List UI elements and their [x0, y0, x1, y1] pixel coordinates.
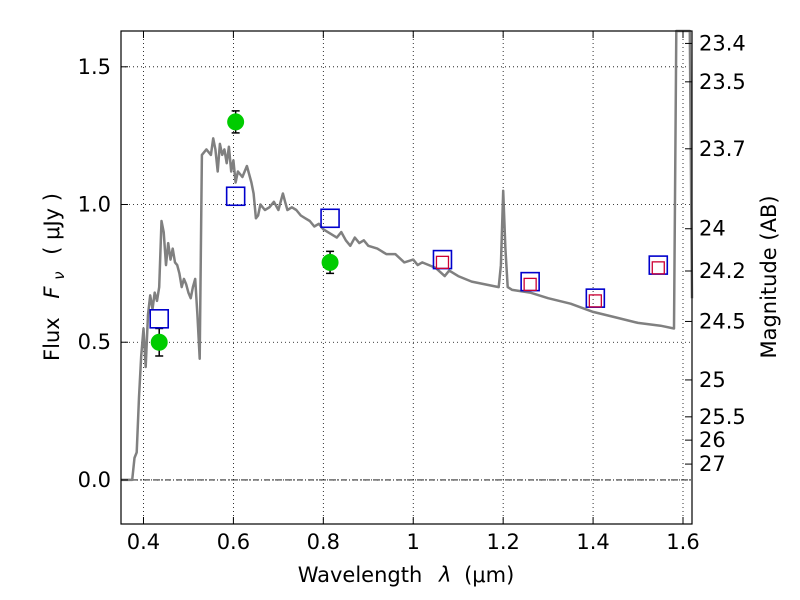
- y-axis-label-unit: ( μJy ): [40, 193, 64, 255]
- x-axis-label-unit: (μm): [464, 563, 514, 587]
- model-flux-small-square: [651, 261, 665, 275]
- x-axis-label-prefix: Wavelength: [298, 563, 423, 587]
- magnitude-tick-label: 23.7: [699, 137, 746, 161]
- photometry-points: [149, 110, 669, 357]
- model-flux-small-square: [435, 255, 450, 270]
- model-spectrum: [121, 29, 694, 482]
- x-tick-label: 1.6: [666, 530, 699, 554]
- model-flux-square: [149, 309, 170, 329]
- magnitude-tick-label: 27: [699, 452, 726, 476]
- y-tick-label: 0.0: [78, 468, 111, 492]
- y-axis-label-prefix: Flux: [40, 317, 64, 361]
- observed-flux-point: [321, 253, 339, 271]
- y-tick-label: 1.5: [78, 55, 111, 79]
- y-tick-label: 1.0: [78, 193, 111, 217]
- model-flux-square: [225, 186, 246, 207]
- magnitude-tick-label: 23.5: [699, 70, 746, 94]
- x-axis-label-symbol: λ: [438, 563, 451, 587]
- y-tick-label: 0.5: [78, 330, 111, 354]
- x-tick-label: 0.6: [217, 530, 250, 554]
- magnitude-tick-label: 25.5: [699, 405, 746, 429]
- model-flux-small-square: [523, 277, 537, 292]
- plot-frame: [120, 30, 693, 525]
- x-tick-label: 0.4: [127, 530, 160, 554]
- plot-background: [121, 31, 692, 524]
- y-axis-label-subscript: ν: [50, 271, 68, 279]
- magnitude-tick-label: 24.5: [699, 309, 746, 333]
- y-axis-label: Flux F ν ( μJy ): [40, 193, 69, 361]
- model-flux-small-square: [588, 294, 602, 308]
- y-axis-label-symbol: F: [40, 286, 64, 299]
- x-tick-label: 1.4: [576, 530, 609, 554]
- y-axis-ticks: 0.0 0.5 1.0 1.5: [78, 55, 128, 492]
- model-flux-square: [320, 208, 340, 229]
- magnitude-tick-label: 24: [699, 217, 726, 241]
- x-tick-label: 1: [407, 530, 420, 554]
- magnitude-tick-label: 26: [699, 428, 726, 452]
- observed-flux-point: [150, 333, 168, 351]
- x-axis-ticks: 0.4 0.6 0.8 1 1.2 1.4 1.6: [127, 31, 700, 554]
- magnitude-tick-label: 23.4: [699, 31, 746, 55]
- magnitude-tick-label: 24.2: [699, 259, 746, 283]
- x-tick-label: 1.2: [486, 530, 519, 554]
- observed-flux-point: [227, 113, 245, 131]
- magnitude-tick-label: 25: [699, 368, 726, 392]
- x-tick-label: 0.8: [307, 530, 340, 554]
- x-axis-label: Wavelength λ (μm): [298, 563, 515, 587]
- spectrum-line: [121, 29, 694, 482]
- magnitude-axis-label: Magnitude (AB): [757, 195, 781, 358]
